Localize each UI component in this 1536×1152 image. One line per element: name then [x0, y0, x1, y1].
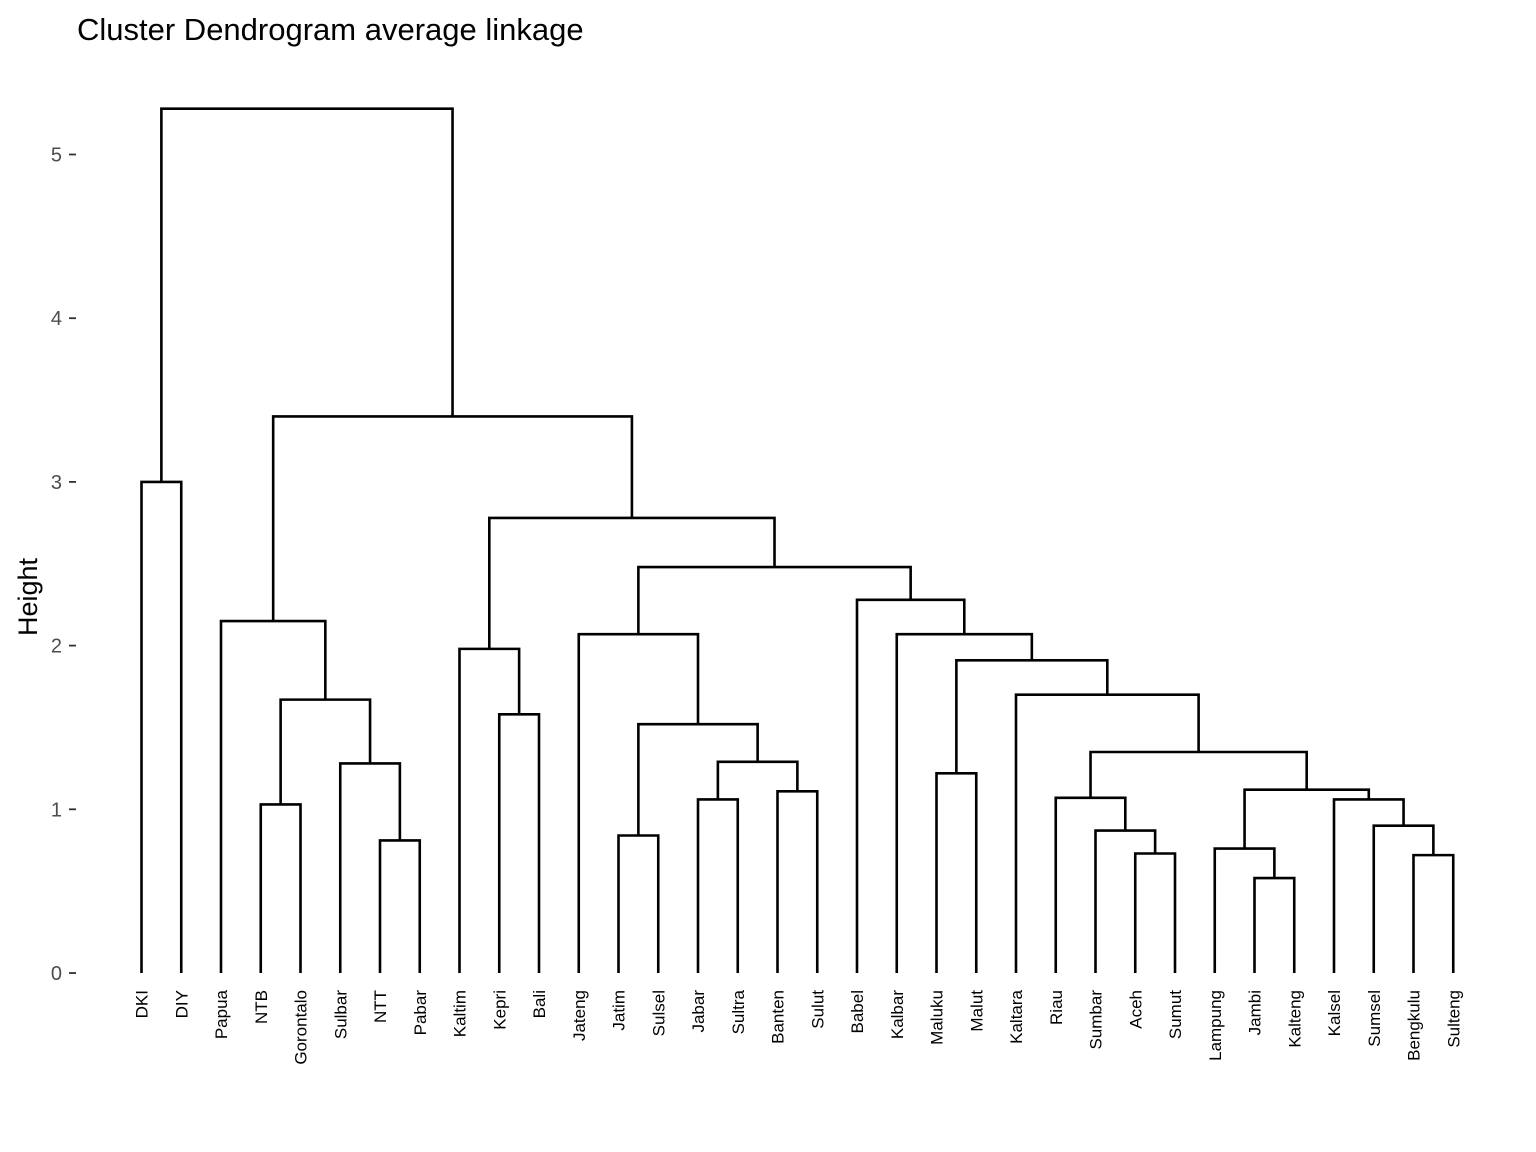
y-tick-label: 4 — [51, 308, 62, 330]
leaf-label-diy: DIY — [172, 990, 191, 1018]
merge-branch-18 — [1089, 750, 1308, 798]
leaf-label-jatim: Jatim — [610, 990, 629, 1031]
merge-branch-27 — [219, 619, 327, 973]
leaf-label-kepri: Kepri — [490, 990, 509, 1030]
merge-branch-24 — [458, 647, 521, 973]
merge-branch-3 — [1133, 852, 1177, 973]
leaf-label-kalbar: Kalbar — [888, 990, 907, 1039]
y-tick-label: 3 — [51, 472, 62, 494]
leaf-label-sumsel: Sumsel — [1365, 990, 1384, 1047]
merge-branch-10 — [696, 798, 740, 973]
merge-branch-4 — [1213, 847, 1276, 973]
merge-branch-31 — [140, 480, 183, 973]
merge-branch-5 — [378, 839, 422, 973]
leaf-label-kaltim: Kaltim — [451, 990, 470, 1037]
leaf-label-papua: Papua — [212, 989, 231, 1039]
leaf-label-bali: Bali — [530, 990, 549, 1018]
y-tick-label: 0 — [51, 963, 62, 985]
merge-branch-25 — [895, 632, 1034, 973]
leaf-label-kalteng: Kalteng — [1285, 990, 1304, 1048]
leaf-label-riau: Riau — [1047, 990, 1066, 1025]
leaf-label-babel: Babel — [848, 990, 867, 1033]
merge-branch-2 — [1412, 853, 1455, 973]
leaf-label-gorontalo: Gorontalo — [292, 990, 311, 1065]
merge-branch-16 — [338, 762, 402, 973]
leaf-label-sulut: Sulut — [808, 990, 827, 1029]
leaf-label-aceh: Aceh — [1126, 990, 1145, 1029]
leaf-labels: DKI DIY Papua NTB Gorontalo Sulbar NTT Pabar Kal… — [133, 989, 1464, 1064]
leaf-label-pabar: Pabar — [411, 990, 430, 1036]
leaf-label-ntb: NTB — [252, 990, 271, 1024]
merge-branch-23 — [955, 659, 1109, 774]
leaf-label-sumbar: Sumbar — [1087, 990, 1106, 1050]
leaf-label-sumut: Sumut — [1166, 990, 1185, 1039]
merge-branch-22 — [1014, 693, 1200, 973]
merge-branch-12 — [1054, 796, 1127, 973]
merge-branch-21 — [279, 698, 372, 805]
leaf-label-sultra: Sultra — [729, 989, 748, 1034]
merge-branch-13 — [776, 789, 819, 973]
dendrogram-branches — [140, 107, 1455, 973]
leaf-label-dki: DKI — [133, 990, 152, 1018]
leaf-label-sulbar: Sulbar — [331, 990, 350, 1039]
leaf-label-ntt: NTT — [371, 990, 390, 1023]
leaf-label-sulteng: Sulteng — [1444, 990, 1463, 1048]
leaf-label-jambi: Jambi — [1246, 990, 1265, 1035]
y-tick-label: 1 — [51, 799, 62, 821]
y-axis: 0 1 2 3 4 5 — [51, 145, 76, 985]
y-tick-label: 5 — [51, 145, 62, 167]
leaf-label-maluku: Maluku — [928, 990, 947, 1045]
leaf-label-bengkulu: Bengkulu — [1405, 990, 1424, 1061]
merge-branch-1 — [1253, 876, 1296, 973]
merge-branch-15 — [935, 771, 978, 973]
leaf-label-kaltara: Kaltara — [1007, 989, 1026, 1043]
merge-branch-7 — [1094, 829, 1157, 973]
merge-branch-8 — [1372, 824, 1435, 973]
merge-branch-9 — [259, 803, 302, 973]
leaf-label-sulsel: Sulsel — [649, 990, 668, 1036]
leaf-label-banten: Banten — [769, 990, 788, 1044]
leaf-label-jabar: Jabar — [689, 990, 708, 1033]
merge-branch-6 — [617, 834, 660, 973]
merge-branch-33 — [160, 107, 454, 482]
merge-branch-20 — [497, 713, 541, 973]
leaf-label-jateng: Jateng — [570, 990, 589, 1041]
y-tick-label: 2 — [51, 636, 62, 658]
leaf-label-lampung: Lampung — [1206, 990, 1225, 1061]
chart-title: Cluster Dendrogram average linkage — [77, 12, 584, 47]
y-axis-label: Height — [13, 557, 43, 636]
merge-branch-17 — [716, 760, 799, 800]
leaf-label-kalsel: Kalsel — [1325, 990, 1344, 1036]
merge-branch-28 — [855, 598, 966, 973]
merge-branch-30 — [488, 516, 776, 649]
leaf-label-malut: Malut — [967, 990, 986, 1032]
